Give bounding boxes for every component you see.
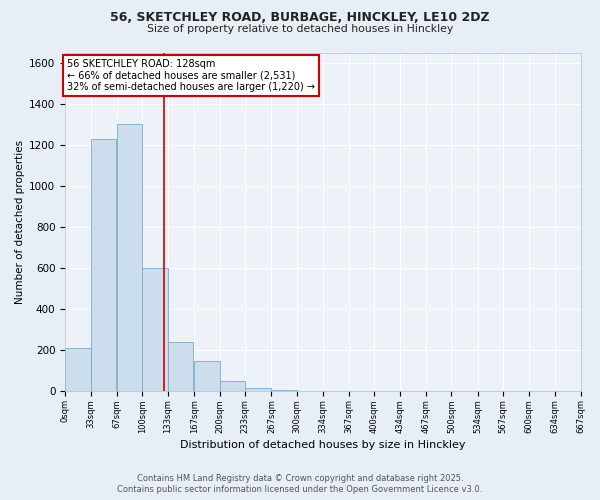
Text: Contains HM Land Registry data © Crown copyright and database right 2025.
Contai: Contains HM Land Registry data © Crown c… — [118, 474, 482, 494]
Text: 56, SKETCHLEY ROAD, BURBAGE, HINCKLEY, LE10 2DZ: 56, SKETCHLEY ROAD, BURBAGE, HINCKLEY, L… — [110, 11, 490, 24]
Text: Size of property relative to detached houses in Hinckley: Size of property relative to detached ho… — [147, 24, 453, 34]
Bar — [271, 390, 297, 392]
Text: 56 SKETCHLEY ROAD: 128sqm
← 66% of detached houses are smaller (2,531)
32% of se: 56 SKETCHLEY ROAD: 128sqm ← 66% of detac… — [67, 58, 314, 92]
Bar — [245, 388, 271, 392]
Bar — [142, 268, 168, 392]
Bar — [91, 139, 116, 392]
Bar — [168, 342, 193, 392]
X-axis label: Distribution of detached houses by size in Hinckley: Distribution of detached houses by size … — [180, 440, 466, 450]
Bar — [65, 348, 91, 392]
Bar — [117, 124, 142, 392]
Y-axis label: Number of detached properties: Number of detached properties — [15, 140, 25, 304]
Bar — [220, 381, 245, 392]
Bar — [297, 390, 322, 392]
Bar — [194, 360, 220, 392]
